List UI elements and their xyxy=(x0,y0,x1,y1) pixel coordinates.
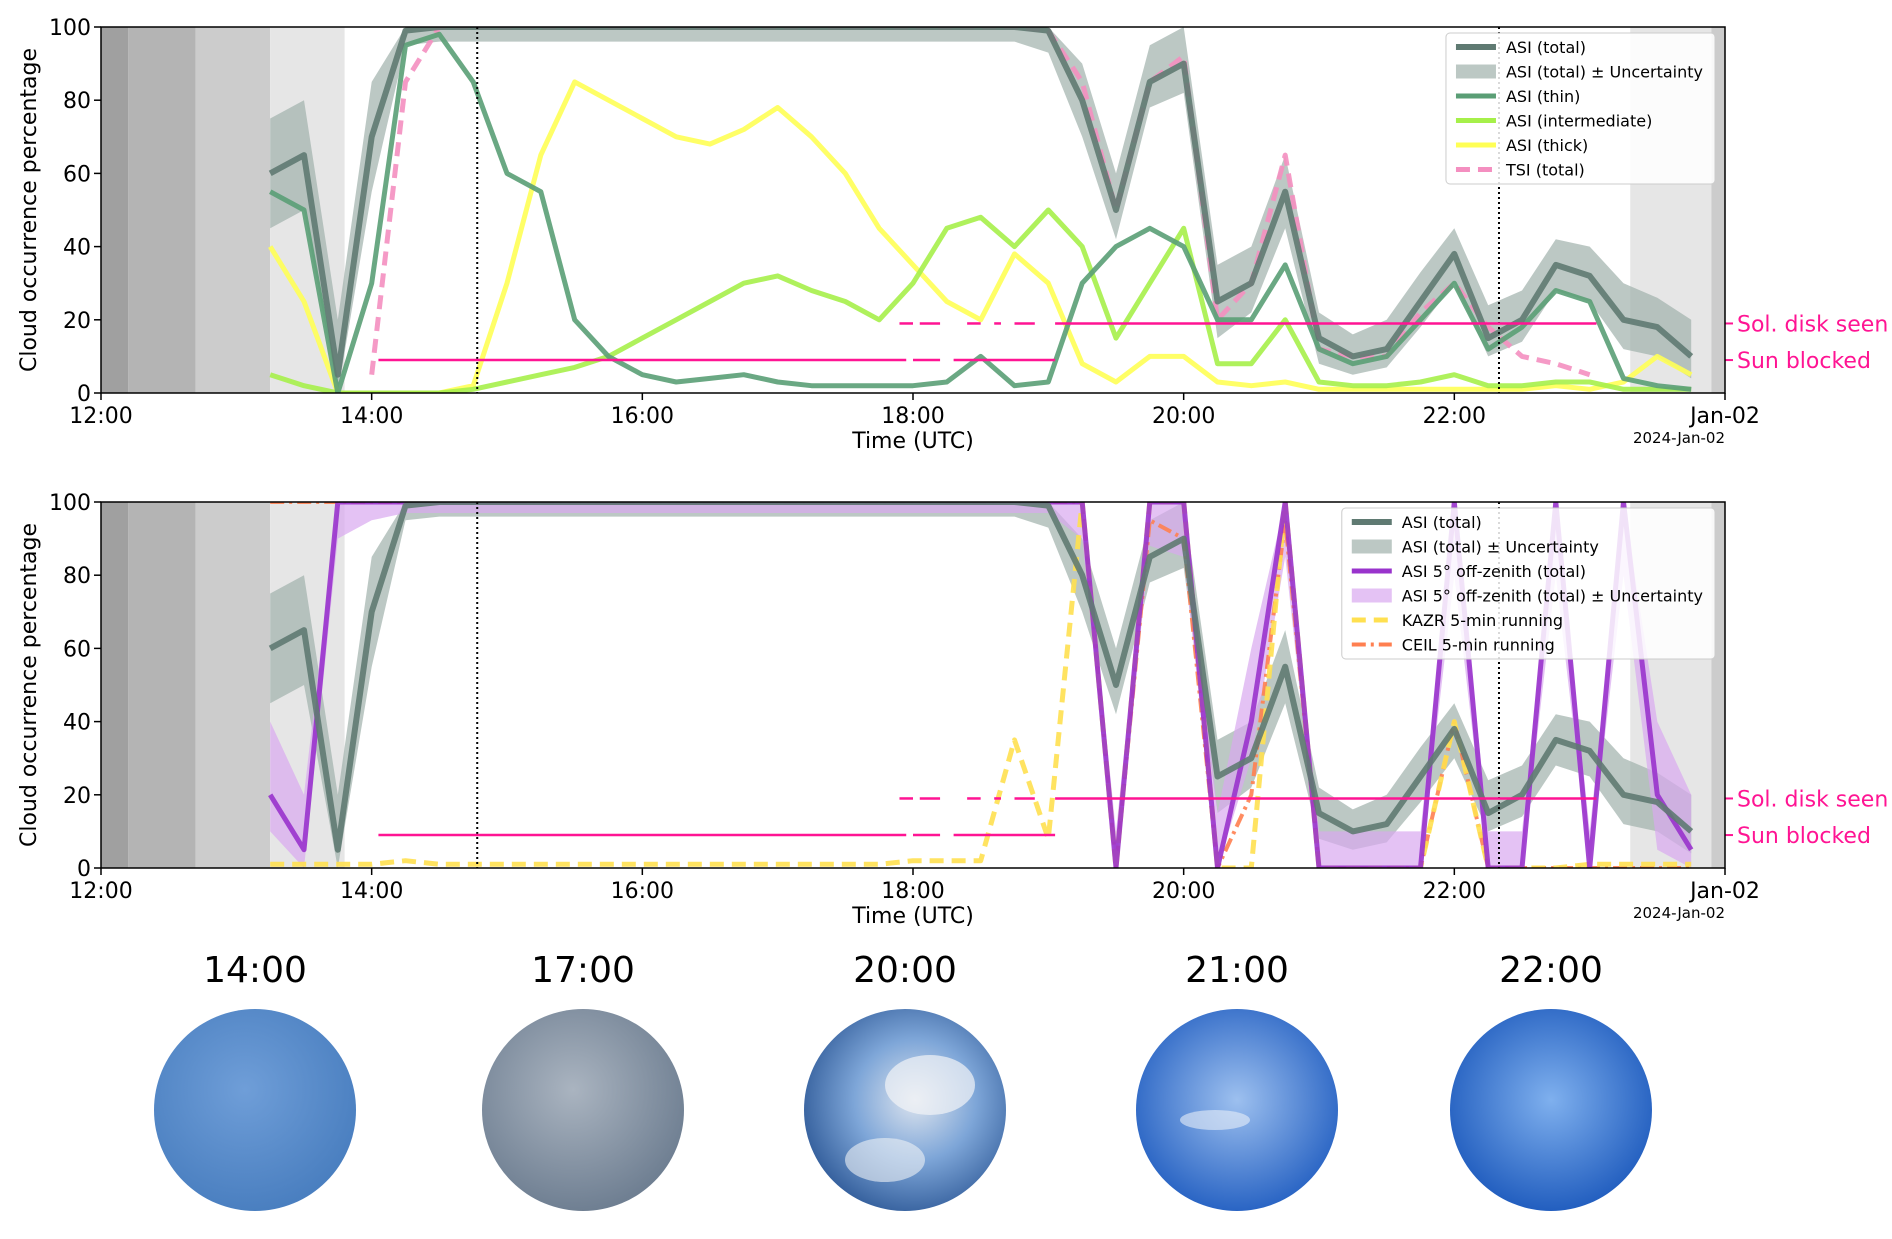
x-tick-label: 16:00 xyxy=(611,879,674,904)
y-tick-label: 0 xyxy=(77,382,91,407)
legend-label: CEIL 5-min running xyxy=(1402,636,1555,655)
y-tick-label: 40 xyxy=(63,236,91,261)
legend: ASI (total) ASI (total) ± Uncertainty ASI … xyxy=(1341,507,1716,660)
x-tick-label: 18:00 xyxy=(881,404,944,429)
x-tick-label: 14:00 xyxy=(340,879,403,904)
legend-label: ASI (total) xyxy=(1402,513,1482,532)
shaded-span xyxy=(101,27,129,393)
sky-image xyxy=(154,1009,356,1211)
chart: Sol. disk seen Sun blocked 0 20 40 60 80 100 12:… xyxy=(17,491,1888,929)
legend-swatch xyxy=(1351,539,1392,554)
sky-image xyxy=(482,1009,684,1211)
y-tick-label: 20 xyxy=(63,309,91,334)
sky-image xyxy=(1450,1009,1652,1211)
date-label: 2024-Jan-02 xyxy=(1633,429,1725,447)
y-axis-label: Cloud occurrence percentage xyxy=(17,48,42,372)
annotation-label: Sun blocked xyxy=(1737,349,1871,374)
x-tick-label: 16:00 xyxy=(611,404,674,429)
annotation-label: Sun blocked xyxy=(1737,824,1871,849)
x-tick-label: 20:00 xyxy=(1152,404,1215,429)
legend-label: ASI (total) ± Uncertainty xyxy=(1402,538,1599,557)
legend-label: ASI (thin) xyxy=(1506,87,1580,106)
sky-label: 17:00 xyxy=(531,950,635,991)
sky-image xyxy=(804,1009,1006,1211)
legend-label: ASI (total) ± Uncertainty xyxy=(1506,63,1703,82)
cloud xyxy=(845,1138,925,1182)
legend-box xyxy=(1445,32,1716,185)
x-tick-label: 12:00 xyxy=(69,404,132,429)
x-axis-label: Time (UTC) xyxy=(851,904,974,929)
x-tick-label: 22:00 xyxy=(1423,404,1486,429)
sky-panel: 14:00 17:00 20:00 21:00 22:00 xyxy=(154,950,1652,1211)
shaded-span xyxy=(128,502,196,868)
sky-label: 20:00 xyxy=(853,950,957,991)
x-tick-label: Jan-02 xyxy=(1688,404,1760,429)
cloud xyxy=(1180,1110,1250,1130)
sky-label: 14:00 xyxy=(203,950,307,991)
cloud xyxy=(885,1055,975,1115)
x-tick-label: 20:00 xyxy=(1152,879,1215,904)
shaded-span xyxy=(195,27,271,393)
series-line xyxy=(268,502,1694,853)
series-line xyxy=(269,207,1692,393)
y-axis-label: Cloud occurrence percentage xyxy=(17,523,42,847)
x-tick-label: Jan-02 xyxy=(1688,879,1760,904)
x-tick-label: 18:00 xyxy=(881,879,944,904)
x-axis-label: Time (UTC) xyxy=(851,429,974,454)
series-line xyxy=(269,31,1692,393)
legend-label: TSI (total) xyxy=(1505,161,1585,180)
y-tick-label: 40 xyxy=(63,711,91,736)
legend-box xyxy=(1341,507,1716,660)
x-tick-label: 22:00 xyxy=(1423,879,1486,904)
series-line xyxy=(270,502,1692,868)
y-tick-label: 80 xyxy=(63,89,91,114)
date-label: 2024-Jan-02 xyxy=(1633,904,1725,922)
legend-label: ASI 5° off-zenith (total) xyxy=(1402,562,1586,581)
legend-label: KAZR 5-min running xyxy=(1402,611,1563,630)
series-line xyxy=(268,79,1693,393)
y-tick-label: 80 xyxy=(63,564,91,589)
chart: Sol. disk seen Sun blocked 0 20 40 60 80 100 12:… xyxy=(17,16,1888,454)
legend-label: ASI (thick) xyxy=(1506,136,1588,155)
legend-label: ASI (total) xyxy=(1506,38,1586,57)
shaded-span xyxy=(128,27,196,393)
x-tick-label: 14:00 xyxy=(340,404,403,429)
legend: ASI (total) ASI (total) ± Uncertainty ASI … xyxy=(1445,32,1716,185)
plot-area xyxy=(101,502,1725,868)
sky-label: 21:00 xyxy=(1185,950,1289,991)
annotation-label: Sol. disk seen xyxy=(1737,312,1888,337)
legend-swatch xyxy=(1351,588,1392,603)
y-tick-label: 60 xyxy=(63,637,91,662)
y-tick-label: 0 xyxy=(77,857,91,882)
shaded-span xyxy=(101,502,129,868)
y-tick-label: 100 xyxy=(49,16,91,41)
legend-swatch xyxy=(1455,64,1496,79)
y-tick-label: 60 xyxy=(63,162,91,187)
y-tick-label: 100 xyxy=(49,491,91,516)
legend-label: ASI (intermediate) xyxy=(1506,112,1652,131)
series-line xyxy=(268,27,1694,378)
legend-label: ASI 5° off-zenith (total) ± Uncertainty xyxy=(1402,587,1703,606)
x-tick-label: 12:00 xyxy=(69,879,132,904)
shaded-span xyxy=(195,502,271,868)
plot-area xyxy=(101,27,1725,393)
sky-image xyxy=(1136,1009,1338,1211)
y-tick-label: 20 xyxy=(63,784,91,809)
annotation-label: Sol. disk seen xyxy=(1737,787,1888,812)
sky-label: 22:00 xyxy=(1499,950,1603,991)
